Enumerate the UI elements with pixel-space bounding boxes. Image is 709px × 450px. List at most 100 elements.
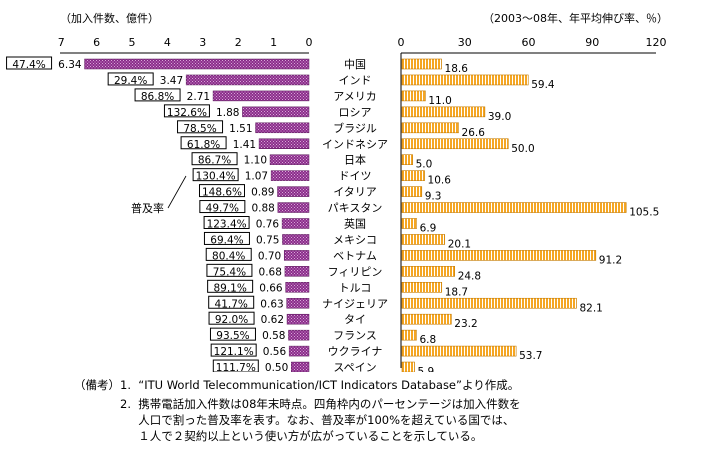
category-label: スペイン [333, 361, 376, 372]
penetration-rate-box [134, 88, 181, 102]
right-value-label: 6.9 [420, 223, 437, 235]
right-value-label: 24.8 [458, 270, 481, 282]
right-value-label: 26.6 [462, 127, 486, 139]
left-tick-label: 3 [199, 36, 206, 49]
left-value-label: 0.75 [256, 234, 279, 246]
left-bar [255, 122, 310, 134]
penetration-rate-label: 78.5% [183, 123, 216, 135]
right-tick-label: 90 [585, 36, 599, 49]
left-bar [185, 74, 310, 86]
penetration-rate-label: 92.0% [215, 314, 248, 326]
left-bar [277, 202, 310, 213]
right-bar [401, 266, 456, 277]
left-tick-labels: 7 6 5 4 3 2 1 0 [58, 36, 313, 49]
left-bar [212, 90, 310, 102]
penetration-rate-label: 49.7% [206, 203, 239, 215]
right-bar [401, 329, 417, 341]
right-value-label: 5.0 [416, 159, 433, 171]
right-tick-labels: 0 30 60 90 120 [398, 36, 667, 49]
right-bar [401, 186, 423, 197]
penetration-rate-box [203, 216, 250, 229]
left-value-label: 0.76 [256, 219, 280, 231]
left-value-label: 0.89 [251, 187, 274, 199]
penetration-rate-box [209, 327, 256, 341]
left-bar [286, 313, 310, 325]
left-bar [285, 282, 310, 293]
penetration-rate-label: 75.4% [213, 266, 246, 278]
penetration-rate-label: 80.4% [212, 250, 245, 262]
left-value-label: 0.63 [260, 298, 283, 310]
penetration-rate-box [198, 184, 245, 198]
left-tick-label: 4 [164, 36, 171, 49]
penetration-rate-label: 29.4% [114, 75, 147, 87]
penetration-rate-box [192, 168, 239, 182]
left-tick-label: 0 [306, 36, 313, 49]
right-value-label: 10.6 [428, 175, 452, 187]
right-value-label: 105.5 [629, 207, 659, 219]
left-tick-label: 5 [129, 36, 136, 49]
category-label: ロシア [339, 106, 372, 119]
penetration-rate-label: 86.8% [141, 91, 174, 103]
left-bar [282, 234, 310, 245]
right-bar [401, 297, 577, 309]
left-bar [284, 266, 310, 277]
penetration-rate-label: 123.4% [207, 219, 247, 231]
left-value-label: 1.07 [245, 171, 268, 183]
note-4: １人で２契約以上という使い方が広がっていることを示している。 [120, 429, 483, 443]
left-value-label: 1.88 [216, 107, 239, 119]
right-bar [401, 361, 415, 372]
right-tick-label: 30 [458, 36, 472, 49]
right-tick-label: 120 [646, 36, 667, 49]
left-bar [242, 106, 310, 118]
note-2: 2. 携帯電話加入件数は08年末時点。四角枠内のパーセンテージは加入件数を [120, 397, 521, 411]
penetration-rate-label: 130.4% [196, 171, 236, 183]
penetration-rate-box [107, 72, 154, 86]
category-label: タイ [344, 313, 366, 326]
left-bar [288, 345, 310, 357]
chart: （加入件数、億件） （2003～08年、年平均伸び率、％） 7 6 5 4 3 2 1 0 0… [6, 11, 668, 372]
right-bar [401, 202, 627, 213]
category-label: イタリア [333, 186, 377, 199]
right-value-label: 39.0 [488, 111, 511, 123]
left-bar [288, 329, 310, 341]
right-bar [401, 154, 413, 165]
penetration-rate-box [191, 152, 238, 166]
right-value-label: 9.3 [425, 191, 442, 203]
category-label: インドネシア [322, 138, 388, 151]
right-value-label: 6.8 [419, 334, 436, 346]
note-3: 人口で割った普及率を表す。なお、普及率が100%を超えている国では、 [120, 413, 515, 427]
left-value-label: 0.56 [263, 346, 287, 358]
penetration-rate-label: 148.6% [202, 187, 242, 199]
left-value-label: 3.47 [160, 75, 183, 87]
left-tick-label: 7 [58, 36, 65, 49]
category-label: ウクライナ [328, 345, 383, 358]
right-value-label: 91.2 [599, 254, 622, 266]
right-value-label: 50.0 [511, 143, 534, 155]
left-value-label: 0.66 [259, 282, 283, 294]
left-value-label: 2.71 [187, 91, 210, 103]
category-label: 中国 [344, 58, 366, 71]
right-value-label: 5.9 [418, 366, 435, 372]
right-value-label: 20.1 [448, 238, 471, 250]
right-bar [401, 218, 417, 229]
left-bar [258, 138, 310, 149]
penetration-label: 普及率 [131, 201, 164, 215]
left-value-labels: 6.34 3.47 2.71 1.88 1.51 1.41 1.10 1.07 0.89 0.88… [58, 59, 288, 372]
right-bar [401, 250, 597, 261]
right-bar [401, 234, 446, 245]
right-value-labels: 18.6 59.4 11.0 39.026.6 50.0 5.0 10.6 9.3 105.5 6… [416, 63, 660, 372]
right-tick-label: 0 [398, 36, 405, 49]
left-value-label: 0.50 [265, 362, 288, 372]
penetration-rate-box [208, 311, 255, 325]
right-tick-label: 60 [522, 36, 536, 49]
left-value-label: 0.68 [259, 266, 282, 278]
penetration-rate-box [207, 279, 254, 293]
penetration-rate-label: 69.4% [210, 234, 243, 246]
right-value-label: 23.2 [454, 318, 477, 330]
right-bar [401, 138, 509, 150]
left-bar [269, 154, 310, 165]
penetration-rate-box [206, 263, 253, 277]
penetration-rate-box [203, 231, 250, 245]
right-bar [401, 90, 426, 102]
right-bars [401, 58, 627, 372]
